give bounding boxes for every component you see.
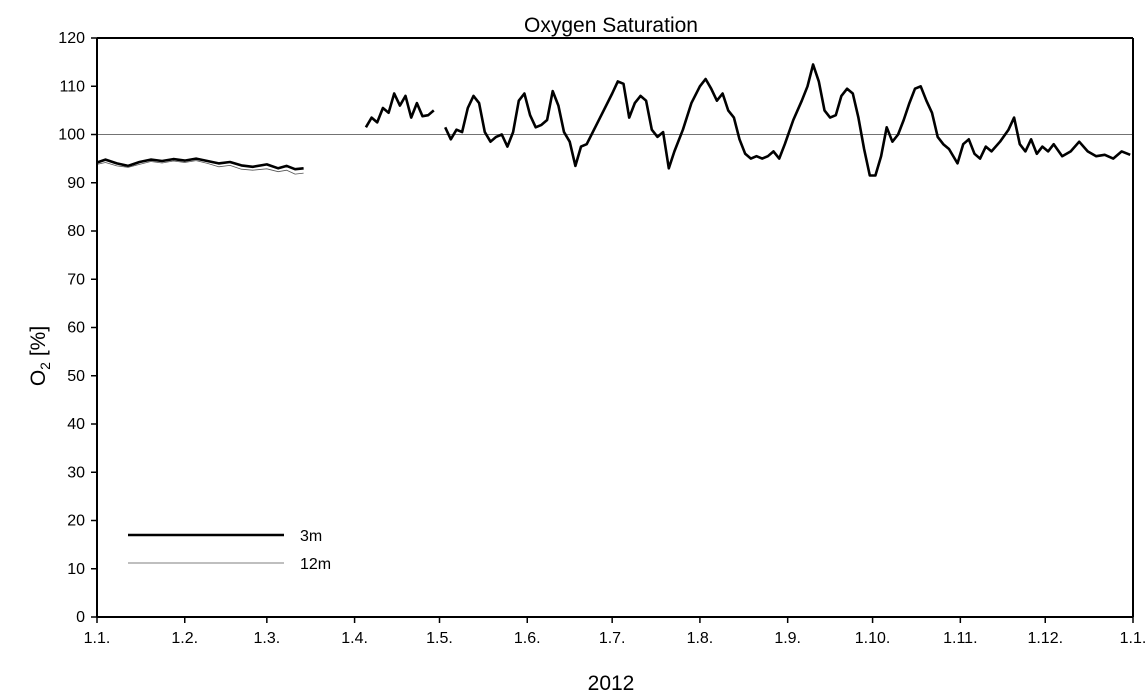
x-tick-label: 1.3. [253,630,280,647]
series-3m-segment-2 [444,63,1131,177]
y-tick-label: 120 [58,30,85,47]
x-axis-label: 2012 [588,672,635,695]
x-tick-label: 1.5. [426,630,453,647]
x-tick-label: 1.1. [1120,630,1145,647]
y-tick-label: 30 [67,464,85,481]
series-12m-segment-0 [97,160,304,175]
y-tick-label: 10 [67,561,85,578]
x-tick-label: 1.12. [1027,630,1063,647]
y-tick-label: 0 [76,609,85,626]
y-tick-label: 90 [67,175,85,192]
y-axis-label: O2 [%] [27,326,53,386]
x-tick-label: 1.6. [514,630,541,647]
y-tick-label: 70 [67,271,85,288]
y-tick-label: 50 [67,368,85,385]
chart-title: Oxygen Saturation [524,14,698,37]
y-tick-label: 80 [67,223,85,240]
series-3m-segment-1 [364,92,435,128]
x-tick-label: 1.11. [943,630,977,647]
y-axis-label-subscript: 2 [37,362,53,370]
x-tick-label: 1.7. [599,630,626,647]
x-tick-label: 1.10. [855,630,891,647]
series-3m [97,63,1131,177]
y-tick-label: 110 [59,78,85,95]
x-tick-label: 1.9. [774,630,801,647]
x-tick-label: 1.4. [341,630,368,647]
series-3m-segment-0 [97,157,304,171]
legend-label-12m: 12m [300,556,331,573]
y-axis-label-base: O [27,370,50,386]
x-tick-label: 1.8. [687,630,714,647]
y-tick-label: 20 [67,513,85,530]
y-tick-label: 60 [67,320,85,337]
svg-text:O2 [%]: O2 [%] [27,326,53,386]
series-12m [97,160,304,175]
legend-label-3m: 3m [300,528,322,545]
x-tick-label: 1.1. [84,630,111,647]
y-tick-label: 100 [58,127,85,144]
y-axis-label-suffix: [%] [27,326,50,362]
x-tick-label: 1.2. [171,630,198,647]
y-tick-label: 40 [67,416,85,433]
